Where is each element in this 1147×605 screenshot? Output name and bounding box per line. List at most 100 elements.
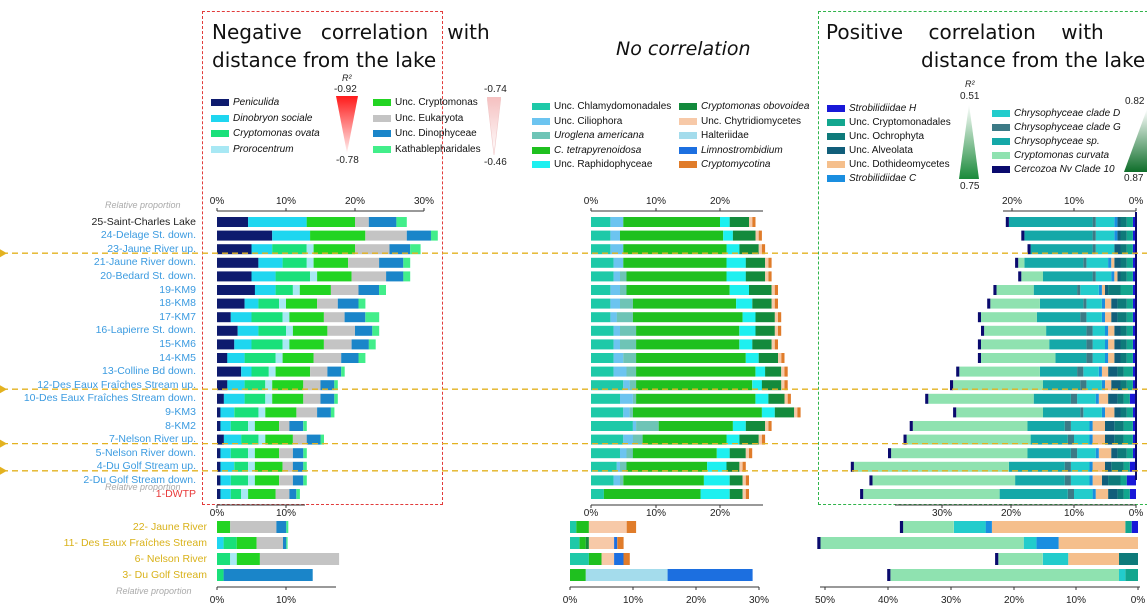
bar-segment [296, 407, 318, 418]
bar-segment [742, 475, 746, 486]
bar-segment [784, 380, 788, 391]
bar-segment [959, 366, 1040, 377]
bar-segment [306, 244, 314, 255]
bar-segment [620, 285, 627, 295]
bar-segment [217, 353, 228, 363]
top-axis-tick-label: 30% [414, 196, 434, 207]
bar-segment [303, 380, 321, 391]
bar-segment [1105, 298, 1112, 309]
bar-segment [341, 366, 345, 377]
bar-segment [1111, 298, 1118, 309]
bar-segment [1098, 285, 1102, 295]
bar-segment [1095, 230, 1115, 241]
bar-segment [993, 285, 997, 295]
bar-segment [403, 257, 411, 268]
bar-segment [1101, 475, 1109, 486]
bar-segment [591, 325, 614, 336]
tributary-bar-segment [283, 537, 287, 549]
bar-segment [251, 244, 273, 255]
legend-item: C. tetrapyrenoidosa [532, 145, 641, 156]
bar-segment [1108, 325, 1115, 336]
bar-segment [707, 461, 727, 472]
bar-segment [888, 448, 892, 459]
bottom-axis-tick-label: 0% [1129, 508, 1144, 519]
bar-segment [761, 407, 775, 418]
bar-segment [303, 393, 321, 404]
legend-label: Peniculida [233, 97, 280, 108]
bar-segment [330, 407, 335, 418]
bar-segment [217, 271, 252, 282]
legend-item: Unc. Alveolata [827, 145, 913, 156]
bar-segment [365, 312, 380, 323]
bar-segment [623, 475, 704, 486]
bar-segment [365, 230, 407, 241]
negative-correlation-box [202, 11, 443, 505]
tributary-label: 3- Du Golf Stream [122, 568, 207, 581]
tributary-bar-segment [276, 521, 287, 533]
bar-segment [1132, 285, 1136, 295]
legend-label: Cercozoa Nv Clade 10 [1014, 164, 1115, 175]
legend-label: Unc. Cryptomonas [395, 97, 478, 108]
tributary-bar-segment [1125, 521, 1132, 533]
bar-segment [217, 421, 221, 431]
bar-segment [1117, 271, 1121, 282]
bar-segment [1067, 489, 1074, 499]
bar-segment [317, 271, 352, 282]
bar-segment [726, 244, 740, 255]
site-label: 13-Colline Bd down. [102, 365, 196, 378]
bar-segment [220, 475, 231, 486]
bar-segment [1114, 230, 1118, 241]
legend-item: Chrysophyceae clade D [992, 108, 1120, 119]
bar-segment [1117, 393, 1124, 404]
bar-segment [1101, 366, 1109, 377]
bar-segment [327, 366, 342, 377]
bar-segment [1132, 339, 1136, 350]
bar-segment [1105, 353, 1109, 363]
legend-swatch [373, 145, 391, 153]
bar-segment [217, 366, 242, 377]
bar-segment [781, 380, 785, 391]
bar-segment [626, 448, 633, 459]
bar-segment [230, 312, 252, 323]
bar-segment [1070, 461, 1090, 472]
bar-segment [613, 353, 624, 363]
pos2-bottom-value: 0.87 [1124, 173, 1144, 184]
legend-label: Cryptomonas curvata [1014, 150, 1110, 161]
tributary-axis-tick-label: 10% [623, 595, 643, 605]
bar-segment [1120, 407, 1127, 418]
site-label: 2-Du Golf Stream down. [83, 473, 196, 486]
legend-swatch [532, 117, 550, 125]
tributary-bar-segment [817, 537, 821, 549]
tributary-bar-segment [1023, 537, 1037, 549]
bottom-axis-tick-label: 10% [276, 508, 296, 519]
bar-segment [1126, 217, 1133, 227]
bar-segment [745, 271, 766, 282]
legend-label: Unc. Chlamydomonadales [554, 101, 672, 112]
bar-segment [251, 339, 283, 350]
bar-segment [1132, 353, 1136, 363]
bar-segment [1092, 353, 1105, 363]
legend-swatch [679, 132, 697, 139]
bar-segment [739, 325, 756, 336]
tributary-bar-segment [899, 521, 904, 533]
bar-segment [774, 285, 778, 295]
bar-segment [306, 217, 355, 227]
bar-segment [716, 448, 730, 459]
bar-segment [1126, 244, 1133, 255]
bar-segment [632, 407, 762, 418]
bar-segment [977, 353, 981, 363]
bar-segment [344, 312, 366, 323]
bar-segment [925, 393, 929, 404]
bar-segment [1092, 421, 1105, 431]
bar-segment [217, 312, 231, 323]
bar-segment [254, 285, 276, 295]
bar-segment [1024, 257, 1084, 268]
bar-segment [626, 271, 727, 282]
bar-segment [1077, 285, 1081, 295]
bar-segment [275, 353, 283, 363]
bar-segment [1077, 448, 1096, 459]
bar-segment [217, 230, 273, 241]
bar-segment [258, 407, 266, 418]
bar-segment [1095, 217, 1115, 227]
bar-segment [755, 230, 759, 241]
